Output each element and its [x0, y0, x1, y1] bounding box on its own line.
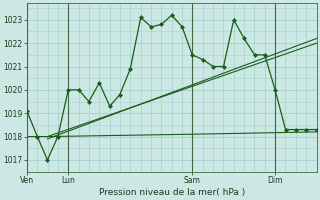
X-axis label: Pression niveau de la mer( hPa ): Pression niveau de la mer( hPa ) [99, 188, 245, 197]
